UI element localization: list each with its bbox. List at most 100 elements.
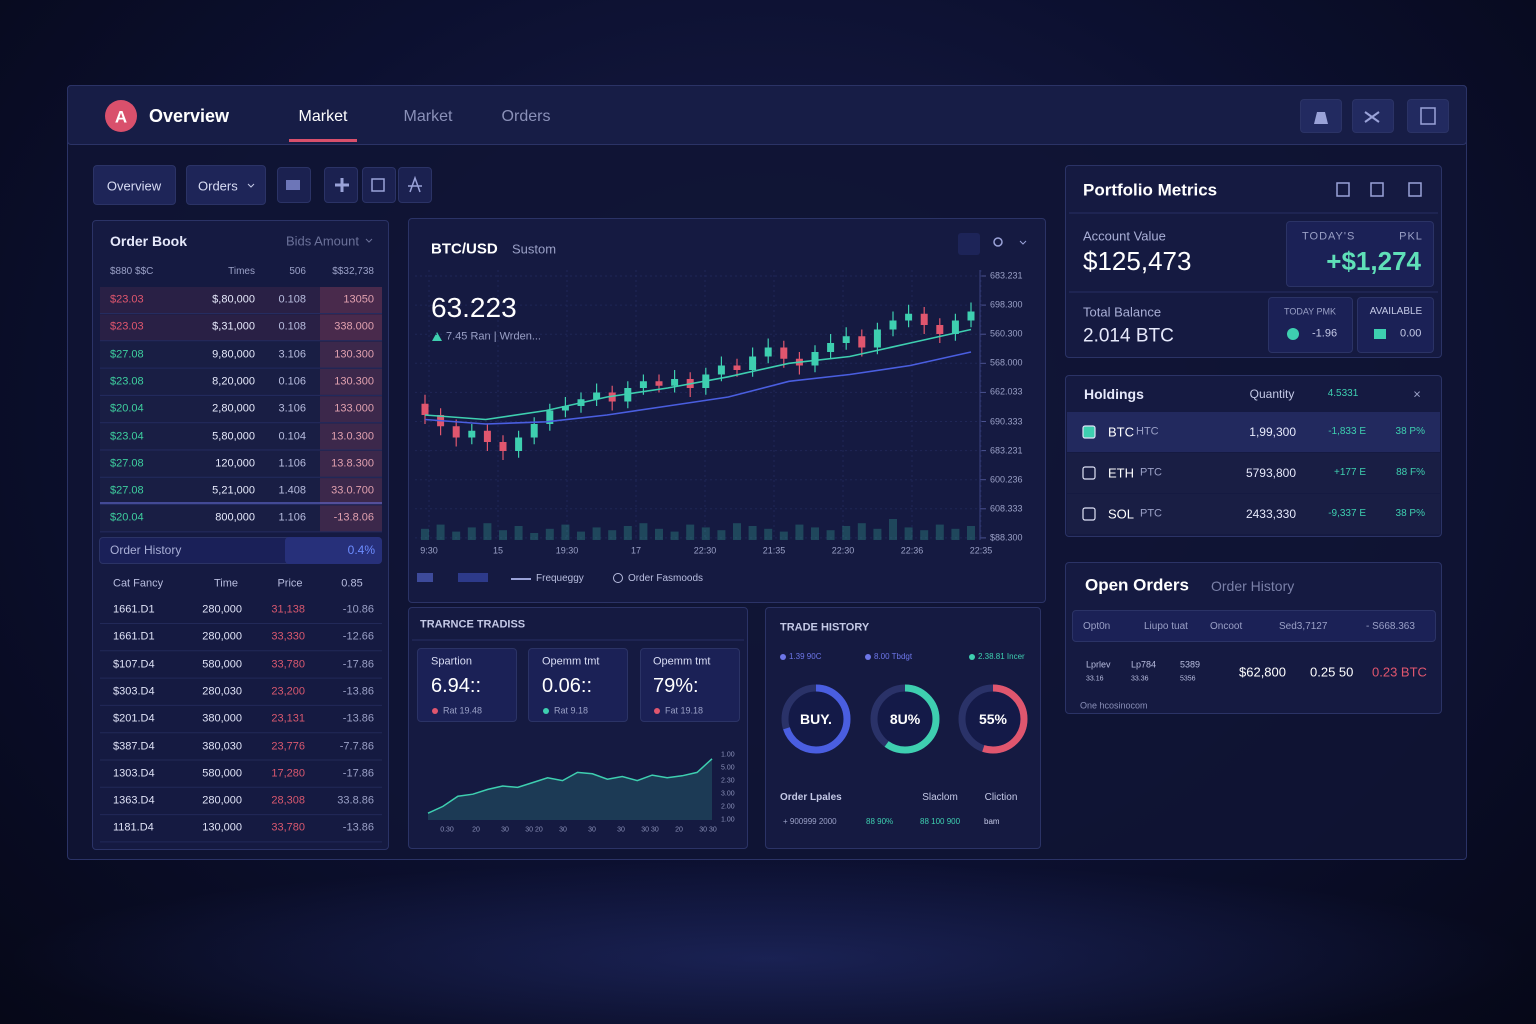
gauge-fill — [958, 684, 1028, 754]
order-cell: 13.8.300 — [331, 457, 374, 470]
toolbar-button-label[interactable]: Orders — [198, 178, 238, 194]
trade-cell: 17,280 — [271, 767, 305, 780]
order-cell: 3.106 — [278, 402, 306, 415]
dropdown-caret — [1019, 240, 1027, 245]
y-axis-label: 1.00 — [721, 751, 735, 759]
nav-icon-button — [1407, 99, 1449, 133]
candle-body — [515, 437, 523, 451]
volume-bar — [592, 527, 601, 540]
volume-bar — [733, 523, 741, 540]
order-cell: 9,80,000 — [212, 348, 255, 361]
sparkline — [427, 758, 713, 814]
y-axis-label: 683.231 — [990, 445, 1023, 456]
gauge-fill — [781, 684, 851, 754]
order-cell: 1.106 — [278, 457, 306, 470]
y-axis-label: $88.300 — [990, 532, 1023, 543]
x-axis-label: 30 20 — [525, 826, 543, 834]
nav-tab[interactable]: Market — [403, 108, 453, 125]
trade-cell: 33.8.86 — [337, 794, 374, 807]
orders-tab[interactable]: Order History — [1211, 578, 1295, 594]
filter-dot — [780, 654, 786, 660]
candle-body — [920, 313, 928, 325]
holding-row — [1067, 412, 1440, 452]
candle-body — [733, 365, 741, 370]
stat-foot: Rat 9.18 — [554, 705, 589, 716]
volume-bar — [951, 528, 960, 540]
x-axis-label: 22:36 — [900, 545, 924, 556]
detail-text: 88 90% — [866, 817, 894, 826]
legend-swatch — [613, 573, 623, 583]
fast-average-line — [424, 328, 972, 421]
nav-tab[interactable]: Orders — [501, 108, 551, 125]
legend-swatch — [458, 573, 488, 582]
trade-cell: $107.D4 — [113, 658, 155, 671]
candle-body — [905, 313, 913, 321]
order-cell: 2,80,000 — [212, 402, 255, 415]
order-cell: 5356 — [1180, 675, 1196, 683]
metric-value: -1.96 — [1312, 327, 1338, 340]
x-axis-label: 30 — [501, 826, 509, 834]
candle-body — [749, 356, 757, 370]
tool-button — [398, 167, 432, 203]
order-cell: $62,800 — [1239, 664, 1286, 680]
detail-text: bam — [984, 817, 1000, 826]
panel-title: Order Book — [110, 233, 188, 249]
volume-bar — [561, 524, 570, 540]
gauge-fill — [870, 684, 940, 754]
nav-tab[interactable]: Market — [298, 108, 348, 125]
order-cell: 130.300 — [334, 348, 374, 361]
footer-link[interactable]: One hcosinocom — [1080, 700, 1148, 711]
y-axis-label: 5.00 — [721, 764, 735, 772]
y-axis-label: 690.333 — [990, 416, 1023, 426]
trade-cell: 1363.D4 — [113, 794, 155, 807]
trade-cell: 23,131 — [271, 712, 305, 725]
available-box — [1357, 297, 1434, 353]
volume-bar — [452, 531, 461, 540]
filter-chip[interactable]: 8.00 Tbdgt — [874, 652, 913, 661]
y-axis-label: 608.333 — [990, 503, 1023, 514]
order-cell: 0.108 — [278, 320, 306, 333]
stat-dot — [543, 708, 549, 714]
order-cell: 5,21,000 — [212, 484, 255, 497]
filter-dropdown[interactable]: Bids Amount — [286, 233, 359, 249]
close-button[interactable]: × — [1413, 386, 1421, 402]
filter-chip[interactable]: 1.39 90C — [789, 652, 822, 661]
trade-cell: 280,000 — [202, 603, 242, 616]
holding-change: +177 E — [1334, 467, 1366, 478]
column-header: Cat Fancy — [113, 577, 164, 590]
price-chart-panel — [408, 218, 1046, 603]
metric-label: TODAY'S — [1302, 230, 1356, 243]
candle-body — [889, 320, 897, 330]
filter-chip[interactable]: 2.38.81 Incer — [978, 652, 1025, 661]
x-axis-label: 17 — [630, 545, 642, 556]
orders-tab[interactable]: Open Orders — [1085, 575, 1189, 595]
x-axis-label: 19:30 — [555, 545, 579, 556]
volume-bar — [779, 531, 788, 540]
candle-body — [827, 343, 835, 352]
x-axis-label: 21:35 — [762, 545, 786, 556]
column-header: Times — [228, 266, 255, 277]
y-axis-label: 683.231 — [990, 270, 1023, 281]
row-highlight — [100, 314, 382, 341]
holding-quantity: 2433,330 — [1245, 507, 1296, 521]
column-header: Price — [277, 577, 303, 590]
order-cell: 8,20,000 — [212, 375, 255, 388]
order-cell: $27.08 — [110, 348, 144, 361]
candle-body — [951, 320, 959, 334]
app-title: Overview — [149, 106, 230, 126]
filter-item: - S668.363 — [1366, 621, 1415, 632]
x-axis-label: 22:30 — [831, 545, 855, 556]
toolbar-button-label[interactable]: Overview — [106, 178, 162, 194]
today-box — [1286, 221, 1434, 287]
order-cell: -13.8.06 — [333, 511, 374, 524]
volume-bar — [748, 526, 757, 540]
order-cell: 1.106 — [278, 511, 306, 524]
metric-label: Total Balance — [1083, 304, 1162, 320]
volume-bar — [764, 528, 773, 540]
trade-cell: 31,138 — [271, 603, 305, 616]
column-header: $$32,738 — [332, 266, 374, 277]
trade-cell: 1661.D1 — [113, 630, 155, 643]
tool-icon — [335, 178, 349, 192]
holding-quantity: 5793,800 — [1245, 466, 1296, 480]
